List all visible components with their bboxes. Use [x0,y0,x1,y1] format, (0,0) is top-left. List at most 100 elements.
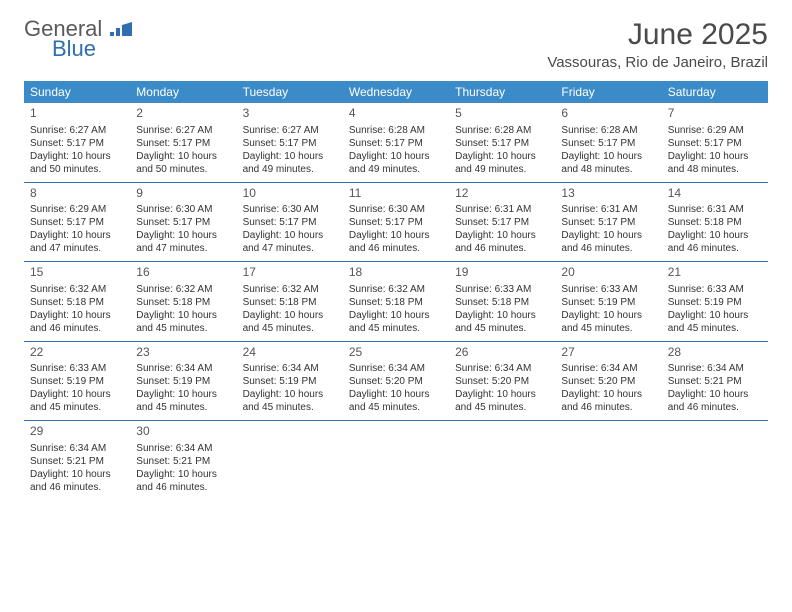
weekday-header: Wednesday [343,81,449,103]
sunset-line: Sunset: 5:20 PM [455,375,549,388]
calendar-cell [555,421,661,500]
sunrise-line: Sunrise: 6:32 AM [136,283,230,296]
calendar-table: Sunday Monday Tuesday Wednesday Thursday… [24,81,768,500]
page: General Blue June 2025 Vassouras, Rio de… [0,0,792,518]
sunset-line: Sunset: 5:20 PM [561,375,655,388]
calendar-cell: 28Sunrise: 6:34 AMSunset: 5:21 PMDayligh… [662,341,768,421]
calendar-row: 29Sunrise: 6:34 AMSunset: 5:21 PMDayligh… [24,421,768,500]
sunset-line: Sunset: 5:19 PM [243,375,337,388]
calendar-cell: 8Sunrise: 6:29 AMSunset: 5:17 PMDaylight… [24,182,130,262]
day-number: 10 [243,186,337,202]
daylight-line: Daylight: 10 hours and 48 minutes. [668,150,762,176]
day-number: 24 [243,345,337,361]
weekday-header: Friday [555,81,661,103]
sunset-line: Sunset: 5:17 PM [349,216,443,229]
day-number: 9 [136,186,230,202]
day-number: 6 [561,106,655,122]
sunset-line: Sunset: 5:17 PM [349,137,443,150]
sunset-line: Sunset: 5:21 PM [30,455,124,468]
calendar-cell: 14Sunrise: 6:31 AMSunset: 5:18 PMDayligh… [662,182,768,262]
day-number: 30 [136,424,230,440]
daylight-line: Daylight: 10 hours and 45 minutes. [243,309,337,335]
sunset-line: Sunset: 5:19 PM [136,375,230,388]
day-number: 16 [136,265,230,281]
calendar-cell: 25Sunrise: 6:34 AMSunset: 5:20 PMDayligh… [343,341,449,421]
day-number: 7 [668,106,762,122]
sunrise-line: Sunrise: 6:33 AM [561,283,655,296]
daylight-line: Daylight: 10 hours and 46 minutes. [30,468,124,494]
sunrise-line: Sunrise: 6:34 AM [455,362,549,375]
sunrise-line: Sunrise: 6:31 AM [561,203,655,216]
calendar-cell: 10Sunrise: 6:30 AMSunset: 5:17 PMDayligh… [237,182,343,262]
day-number: 27 [561,345,655,361]
daylight-line: Daylight: 10 hours and 50 minutes. [136,150,230,176]
day-number: 3 [243,106,337,122]
day-number: 25 [349,345,443,361]
sunset-line: Sunset: 5:17 PM [668,137,762,150]
sunset-line: Sunset: 5:19 PM [668,296,762,309]
daylight-line: Daylight: 10 hours and 48 minutes. [561,150,655,176]
calendar-cell: 20Sunrise: 6:33 AMSunset: 5:19 PMDayligh… [555,262,661,342]
sunrise-line: Sunrise: 6:27 AM [243,124,337,137]
daylight-line: Daylight: 10 hours and 45 minutes. [455,388,549,414]
sunrise-line: Sunrise: 6:28 AM [455,124,549,137]
day-number: 2 [136,106,230,122]
sunset-line: Sunset: 5:18 PM [349,296,443,309]
day-number: 21 [668,265,762,281]
weekday-header: Sunday [24,81,130,103]
daylight-line: Daylight: 10 hours and 45 minutes. [668,309,762,335]
calendar-cell: 4Sunrise: 6:28 AMSunset: 5:17 PMDaylight… [343,103,449,182]
day-number: 13 [561,186,655,202]
weekday-header: Thursday [449,81,555,103]
sunset-line: Sunset: 5:17 PM [136,137,230,150]
weekday-header: Monday [130,81,236,103]
daylight-line: Daylight: 10 hours and 45 minutes. [349,388,443,414]
sunrise-line: Sunrise: 6:29 AM [668,124,762,137]
calendar-cell: 11Sunrise: 6:30 AMSunset: 5:17 PMDayligh… [343,182,449,262]
calendar-cell: 3Sunrise: 6:27 AMSunset: 5:17 PMDaylight… [237,103,343,182]
daylight-line: Daylight: 10 hours and 46 minutes. [668,229,762,255]
sunrise-line: Sunrise: 6:31 AM [668,203,762,216]
sunset-line: Sunset: 5:21 PM [668,375,762,388]
sunset-line: Sunset: 5:21 PM [136,455,230,468]
sunrise-line: Sunrise: 6:30 AM [243,203,337,216]
weekday-header: Saturday [662,81,768,103]
daylight-line: Daylight: 10 hours and 46 minutes. [561,229,655,255]
calendar-cell: 18Sunrise: 6:32 AMSunset: 5:18 PMDayligh… [343,262,449,342]
daylight-line: Daylight: 10 hours and 46 minutes. [668,388,762,414]
sunrise-line: Sunrise: 6:30 AM [136,203,230,216]
daylight-line: Daylight: 10 hours and 45 minutes. [349,309,443,335]
calendar-row: 1Sunrise: 6:27 AMSunset: 5:17 PMDaylight… [24,103,768,182]
daylight-line: Daylight: 10 hours and 45 minutes. [455,309,549,335]
daylight-line: Daylight: 10 hours and 47 minutes. [30,229,124,255]
location: Vassouras, Rio de Janeiro, Brazil [547,54,768,71]
sunset-line: Sunset: 5:20 PM [349,375,443,388]
calendar-cell: 15Sunrise: 6:32 AMSunset: 5:18 PMDayligh… [24,262,130,342]
sunrise-line: Sunrise: 6:34 AM [243,362,337,375]
calendar-cell: 22Sunrise: 6:33 AMSunset: 5:19 PMDayligh… [24,341,130,421]
daylight-line: Daylight: 10 hours and 46 minutes. [136,468,230,494]
sunrise-line: Sunrise: 6:32 AM [30,283,124,296]
sunset-line: Sunset: 5:18 PM [243,296,337,309]
day-number: 11 [349,186,443,202]
daylight-line: Daylight: 10 hours and 47 minutes. [243,229,337,255]
sunrise-line: Sunrise: 6:27 AM [30,124,124,137]
daylight-line: Daylight: 10 hours and 49 minutes. [243,150,337,176]
day-number: 4 [349,106,443,122]
sunrise-line: Sunrise: 6:34 AM [136,362,230,375]
sunrise-line: Sunrise: 6:28 AM [561,124,655,137]
sunset-line: Sunset: 5:17 PM [455,216,549,229]
sunset-line: Sunset: 5:17 PM [243,216,337,229]
daylight-line: Daylight: 10 hours and 45 minutes. [136,309,230,335]
daylight-line: Daylight: 10 hours and 45 minutes. [136,388,230,414]
calendar-cell [449,421,555,500]
calendar-cell: 6Sunrise: 6:28 AMSunset: 5:17 PMDaylight… [555,103,661,182]
calendar-cell: 9Sunrise: 6:30 AMSunset: 5:17 PMDaylight… [130,182,236,262]
sunrise-line: Sunrise: 6:30 AM [349,203,443,216]
sunrise-line: Sunrise: 6:29 AM [30,203,124,216]
sunset-line: Sunset: 5:17 PM [30,216,124,229]
day-number: 15 [30,265,124,281]
weekday-header-row: Sunday Monday Tuesday Wednesday Thursday… [24,81,768,103]
day-number: 14 [668,186,762,202]
sunrise-line: Sunrise: 6:32 AM [243,283,337,296]
